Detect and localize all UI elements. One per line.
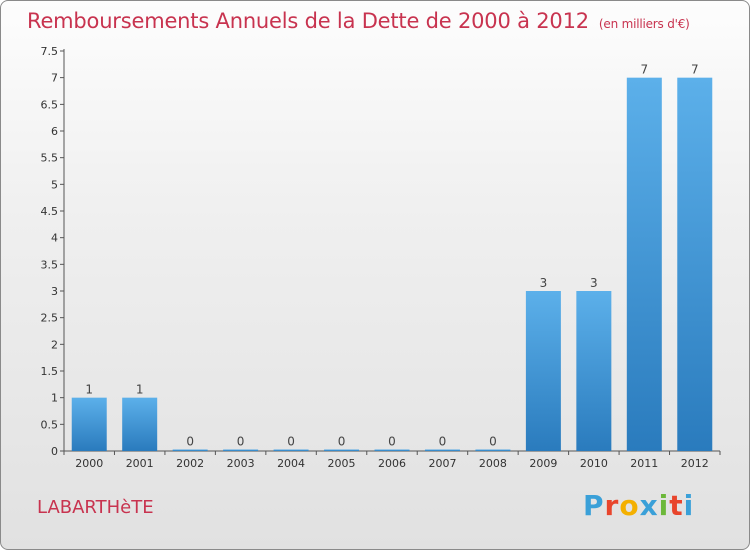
- data-label-2003: 0: [237, 435, 245, 449]
- x-tick-label-2008: 2008: [479, 457, 507, 470]
- y-tick-label: 4: [51, 232, 58, 245]
- bar-2011: [626, 77, 662, 452]
- logo-letter: i: [683, 489, 695, 522]
- y-tick-label: 6: [51, 125, 58, 138]
- data-label-2008: 0: [489, 435, 497, 449]
- x-tick-label-2003: 2003: [227, 457, 255, 470]
- data-label-2000: 1: [85, 383, 93, 397]
- logo-letter: r: [604, 489, 620, 522]
- y-tick-label: 1.5: [41, 365, 59, 378]
- logo-letter: P: [583, 489, 605, 522]
- bar-2004: [273, 449, 309, 451]
- x-tick-label-2012: 2012: [681, 457, 709, 470]
- y-tick-label: 3.5: [41, 258, 59, 271]
- bar-2000: [71, 397, 107, 451]
- data-label-2002: 0: [186, 435, 194, 449]
- y-tick-label: 2.5: [41, 312, 59, 325]
- bar-2012: [677, 77, 713, 452]
- x-tick-label-2006: 2006: [378, 457, 406, 470]
- y-tick-label: 2: [51, 338, 58, 351]
- x-tick-label-2000: 2000: [75, 457, 103, 470]
- data-label-2009: 3: [540, 276, 548, 290]
- x-tick-label-2004: 2004: [277, 457, 305, 470]
- y-tick-label: 1: [51, 392, 58, 405]
- data-label-2005: 0: [338, 435, 346, 449]
- data-label-2010: 3: [590, 276, 598, 290]
- chart-subtitle: (en milliers d'€): [598, 17, 690, 31]
- x-tick-label-2005: 2005: [328, 457, 356, 470]
- bar-2001: [122, 397, 158, 451]
- data-label-2001: 1: [136, 383, 144, 397]
- bar-2003: [223, 449, 259, 451]
- y-tick-label: 7.5: [41, 45, 59, 58]
- y-tick-label: 5.5: [41, 152, 59, 165]
- bar-2007: [424, 449, 460, 451]
- logo-letter: t: [669, 489, 684, 522]
- bar-2008: [475, 449, 511, 451]
- bar-2006: [374, 449, 410, 451]
- x-tick-label-2001: 2001: [126, 457, 154, 470]
- bar-2005: [324, 449, 360, 451]
- data-label-2007: 0: [439, 435, 447, 449]
- y-tick-label: 7: [51, 72, 58, 85]
- data-label-2006: 0: [388, 435, 396, 449]
- x-tick-label-2010: 2010: [580, 457, 608, 470]
- commune-name: LABARTHèTE: [37, 497, 154, 518]
- bar-2010: [576, 291, 612, 451]
- data-label-2004: 0: [287, 435, 295, 449]
- logo-letter: x: [639, 489, 659, 522]
- x-tick-label-2007: 2007: [428, 457, 456, 470]
- y-tick-label: 4.5: [41, 205, 59, 218]
- bar-2009: [525, 291, 561, 451]
- y-tick-label: 6.5: [41, 98, 59, 111]
- y-tick-label: 0.5: [41, 418, 59, 431]
- bar-2002: [172, 449, 208, 451]
- logo-letter: o: [619, 489, 640, 522]
- x-tick-label-2011: 2011: [630, 457, 658, 470]
- proxiti-logo: Proxiti: [583, 489, 694, 522]
- y-tick-label: 3: [51, 285, 58, 298]
- y-tick-label: 0: [51, 445, 58, 458]
- logo-letter: i: [658, 489, 670, 522]
- y-tick-label: 5: [51, 178, 58, 191]
- data-label-2012: 7: [691, 63, 699, 77]
- x-tick-label-2002: 2002: [176, 457, 204, 470]
- x-tick-label-2009: 2009: [529, 457, 557, 470]
- data-label-2011: 7: [640, 63, 648, 77]
- chart-title: Remboursements Annuels de la Dette de 20…: [27, 9, 690, 33]
- chart-title-text: Remboursements Annuels de la Dette de 20…: [27, 9, 589, 33]
